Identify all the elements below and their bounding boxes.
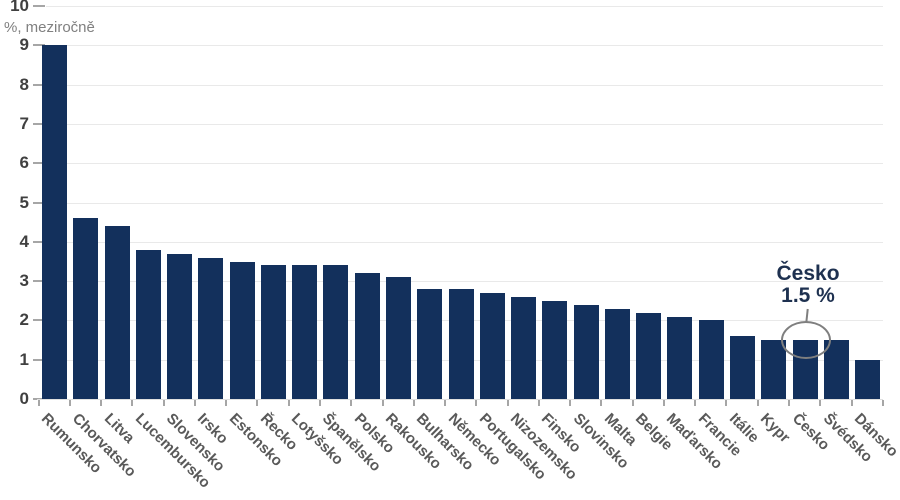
- y-axis-tick-label-5: 5: [19, 192, 29, 212]
- y-axis-tick-label-3: 3: [19, 271, 29, 291]
- x-axis-tick-19: [631, 399, 634, 406]
- x-axis-label-kypr: Kypr: [757, 410, 794, 447]
- bar-it-lie: [729, 336, 755, 399]
- bar-chorvatsko: [73, 218, 99, 399]
- x-axis-tick-23: [756, 399, 759, 406]
- y-axis-tick-label-7: 7: [19, 113, 29, 133]
- x-axis-tick-20: [662, 399, 665, 406]
- y-axis-tick-label-2: 2: [19, 310, 29, 330]
- x-axis-tick-24: [788, 399, 790, 406]
- x-axis-tick-11: [381, 399, 384, 406]
- x-axis-tick-9: [318, 399, 321, 406]
- x-axis-tick-14: [475, 399, 478, 406]
- bar-finsko: [542, 300, 568, 400]
- annotation-ellipse: [781, 321, 831, 359]
- bar-polsko: [354, 273, 380, 399]
- x-axis-tick-5: [193, 399, 196, 406]
- x-axis-tick-17: [569, 399, 572, 406]
- x-axis-tick-25: [819, 399, 822, 406]
- bar--v-dsko: [823, 340, 849, 399]
- x-axis-tick-21: [694, 399, 697, 406]
- x-axis-tick-18: [600, 399, 603, 406]
- bar-lucembursko: [135, 249, 161, 399]
- y-axis-tick-7: [33, 122, 45, 125]
- x-axis-tick-0: [37, 399, 40, 406]
- y-axis-tick-1: [33, 358, 45, 361]
- y-axis-unit-label: %, meziročně: [4, 19, 95, 36]
- x-axis-tick-8: [287, 399, 290, 406]
- gridline-8: [46, 84, 883, 86]
- bar-nizozemsko: [511, 296, 537, 399]
- x-axis-tick-16: [537, 399, 540, 406]
- y-axis-tick-10: [33, 5, 45, 7]
- x-axis-tick-2: [100, 399, 102, 406]
- gridline-6: [46, 163, 883, 165]
- x-axis-tick-4: [162, 399, 165, 406]
- bar-slovinsko: [573, 304, 599, 399]
- annotation-value-label: 1.5 %: [781, 284, 835, 307]
- y-axis-tick-label-10: 10: [10, 0, 29, 15]
- bar-rakousko: [386, 277, 411, 399]
- bar-portugalsko: [479, 292, 505, 399]
- bar-rumunsko: [42, 45, 67, 399]
- y-axis-tick-label-9: 9: [19, 35, 29, 55]
- bar-bulharsko: [417, 289, 443, 399]
- x-axis-tick-22: [725, 399, 728, 406]
- y-axis-tick-label-0: 0: [19, 389, 29, 408]
- bar-irsko: [198, 257, 224, 399]
- x-axis-tick-15: [506, 399, 509, 406]
- x-axis-tick-12: [412, 399, 415, 406]
- bar-litva: [104, 226, 130, 399]
- bar-malta: [604, 308, 630, 399]
- x-axis-tick-13: [444, 399, 446, 406]
- x-axis-baseline: [37, 399, 883, 400]
- annotation-country-label: Česko: [776, 262, 840, 285]
- gridline-9: [46, 45, 883, 47]
- bar-d-nsko: [855, 359, 880, 399]
- y-axis-tick-label-8: 8: [19, 74, 29, 94]
- bar--ecko: [260, 265, 286, 399]
- x-axis-tick-10: [350, 399, 353, 406]
- bar-belgie: [636, 312, 662, 399]
- x-axis-tick-6: [225, 399, 228, 406]
- x-axis-tick-27: [881, 399, 884, 406]
- bar-francie: [698, 320, 724, 399]
- y-axis-tick-2: [33, 319, 45, 322]
- x-axis-tick-1: [68, 399, 71, 406]
- bar--pan-lsko: [323, 265, 349, 399]
- gridline-10: [46, 6, 883, 7]
- gridline-4: [46, 241, 883, 243]
- y-axis-tick-5: [33, 201, 45, 204]
- bar-slovensko: [167, 253, 193, 399]
- bar-kypr: [761, 340, 787, 399]
- y-axis-tick-6: [33, 162, 45, 165]
- bar-n-mecko: [448, 289, 474, 399]
- y-axis-tick-9: [33, 44, 45, 47]
- y-axis-tick-label-4: 4: [19, 231, 29, 251]
- x-axis-tick-26: [850, 399, 853, 406]
- bar-ma-arsko: [667, 316, 693, 399]
- y-axis-tick-8: [33, 83, 45, 86]
- y-axis-tick-label-6: 6: [19, 153, 29, 173]
- x-axis-tick-7: [256, 399, 259, 406]
- gridline-5: [46, 202, 883, 204]
- y-axis-tick-4: [33, 240, 45, 243]
- cesko-annotation: Česko 1.5 %: [748, 263, 868, 307]
- gridline-7: [46, 123, 883, 125]
- y-axis-tick-3: [33, 280, 45, 283]
- bar-loty-sko: [292, 265, 318, 399]
- bar-estonsko: [229, 261, 255, 399]
- x-axis-tick-3: [131, 399, 134, 406]
- gridline-3: [46, 281, 883, 283]
- y-axis-tick-label-1: 1: [19, 349, 29, 369]
